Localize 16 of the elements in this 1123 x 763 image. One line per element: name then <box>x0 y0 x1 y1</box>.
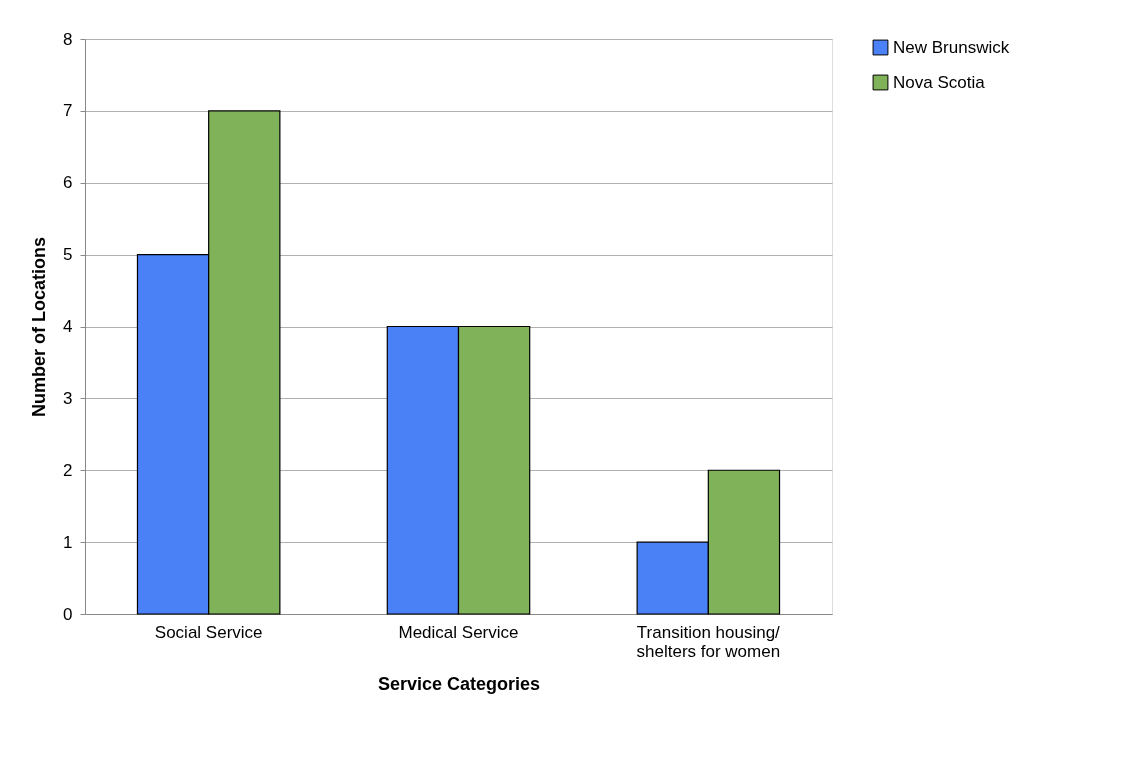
y-axis-title: Number of Locations <box>29 236 50 418</box>
x-axis-title: Service Categories <box>377 673 541 694</box>
y-tick-label: 5 <box>63 245 73 265</box>
x-tick-label: Transition housing/ shelters for women <box>636 622 781 661</box>
y-tick-label: 7 <box>63 101 73 121</box>
x-tick-label: Medical Service <box>398 622 519 642</box>
y-tick-label: 3 <box>63 388 73 408</box>
y-tick-label: 6 <box>63 173 73 193</box>
x-tick-label: Social Service <box>154 622 263 642</box>
y-tick-label: 0 <box>63 604 73 624</box>
y-tick-label: 1 <box>63 532 73 552</box>
legend-label: Nova Scotia <box>893 72 986 92</box>
y-tick-label: 4 <box>63 317 73 336</box>
y-tick-label: 8 <box>63 29 73 49</box>
legend-label: New Brunswick <box>893 37 1010 57</box>
y-tick-label: 2 <box>63 460 73 480</box>
